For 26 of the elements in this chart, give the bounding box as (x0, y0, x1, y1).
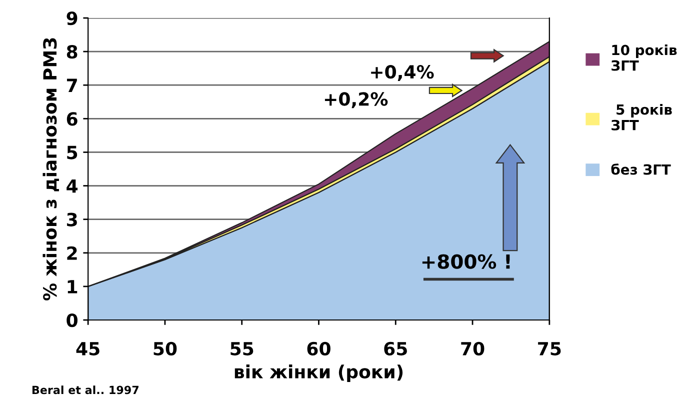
x-tick-label: 60 (307, 342, 330, 356)
y-tick-label: 2 (67, 246, 77, 260)
legend-label: без ЗГТ (611, 164, 671, 175)
y-tick-label: 9 (66, 11, 78, 26)
x-axis-title: вік жінки (роки) (234, 364, 403, 382)
y-tick-label: 6 (66, 112, 78, 126)
legend-label: 5 років ЗГТ (612, 104, 672, 130)
text: Beral et al.. 1997 (32, 386, 138, 394)
legend-label: 10 років ЗГТ (612, 44, 677, 71)
x-tick-label: 50 (154, 342, 177, 356)
annotation: +800% ! (422, 254, 510, 269)
y-tick-label: 0 (66, 313, 78, 328)
y-axis-title: % жінок з діагнозом РМЗ (42, 38, 59, 300)
y-tick-label: 1 (68, 280, 78, 294)
y-tick-label: 4 (66, 179, 78, 193)
x-tick-label: 45 (76, 342, 100, 356)
y-tick-label: 8 (66, 45, 78, 59)
y-tick-label: 3 (66, 212, 77, 226)
y-tick-label: 7 (66, 78, 77, 92)
x-tick-label: 55 (230, 342, 254, 356)
x-tick-label: 75 (538, 342, 561, 356)
annotation: +0,4% (371, 65, 434, 81)
x-tick-label: 65 (384, 342, 407, 356)
annotation: +0,2% (324, 92, 388, 108)
y-tick-label: 5 (67, 146, 78, 160)
x-tick-label: 70 (461, 342, 484, 356)
